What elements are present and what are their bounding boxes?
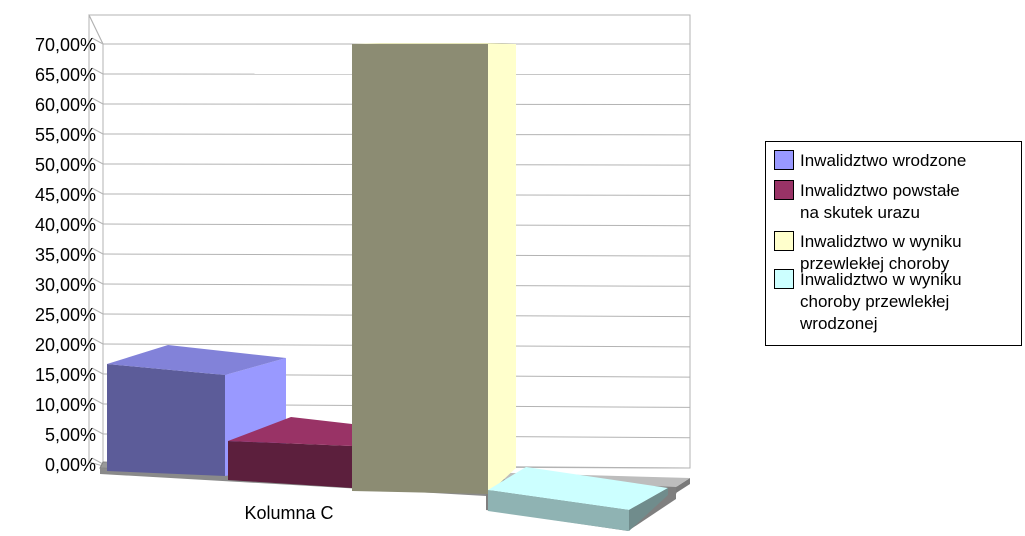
legend: Inwalidztwo wrodzone Inwalidztwo powstał… xyxy=(765,141,1022,346)
gridline-wall xyxy=(91,157,104,165)
bar-front-face xyxy=(352,44,488,494)
y-tick-label: 55,00% xyxy=(35,125,96,145)
bar-front-face xyxy=(107,364,225,476)
y-tick-label: 70,00% xyxy=(35,35,96,55)
bar-front-face xyxy=(228,441,352,488)
y-tick-label: 0,00% xyxy=(45,455,96,475)
legend-swatch-wrodzone xyxy=(774,150,794,170)
y-tick-label: 30,00% xyxy=(35,275,96,295)
gridline-wall xyxy=(91,37,104,45)
bar-top-face xyxy=(107,345,286,375)
legend-item: Inwalidztwo w wyniku choroby przewlekłej… xyxy=(774,269,1020,335)
legend-label: Inwalidztwo powstałe na skutek urazu xyxy=(800,181,960,222)
legend-item: Inwalidztwo w wyniku przewlekłej choroby xyxy=(774,231,1020,275)
floor-side xyxy=(676,478,690,493)
gridline-wall xyxy=(91,337,104,345)
bar-top-face xyxy=(228,417,352,446)
legend-label: Inwalidztwo w wyniku przewlekłej choroby xyxy=(800,232,962,273)
legend-swatch-choroby xyxy=(774,231,794,251)
bar-side-face xyxy=(488,44,516,494)
gridline-wall xyxy=(91,187,104,195)
gridline-wall xyxy=(91,397,104,405)
y-tick-label: 35,00% xyxy=(35,245,96,265)
y-tick-label: 25,00% xyxy=(35,305,96,325)
legend-item: Inwalidztwo wrodzone xyxy=(774,150,1020,172)
gridline-wall xyxy=(91,457,104,465)
y-tick-label: 5,00% xyxy=(45,425,96,445)
legend-label: Inwalidztwo wrodzone xyxy=(800,151,967,170)
gridline-wall xyxy=(91,427,104,435)
y-tick-label: 50,00% xyxy=(35,155,96,175)
y-axis-tick-labels: 0,00% 5,00% 10,00% 15,00% 20,00% 25,00% 30,00%… xyxy=(35,35,96,475)
y-tick-label: 65,00% xyxy=(35,65,96,85)
y-tick-label: 40,00% xyxy=(35,215,96,235)
gridline-wall xyxy=(91,367,104,375)
gridline-wall xyxy=(91,247,104,255)
gridline-wall xyxy=(91,127,104,135)
y-tick-label: 15,00% xyxy=(35,365,96,385)
bar-front-face xyxy=(488,490,629,531)
legend-swatch-urazu xyxy=(774,180,794,200)
y-tick-label: 45,00% xyxy=(35,185,96,205)
x-tick-label: Kolumna C xyxy=(244,503,333,523)
bar-side-face xyxy=(629,488,668,531)
legend-label: Inwalidztwo w wyniku choroby przewlekłej… xyxy=(800,270,962,333)
legend-item: Inwalidztwo powstałe na skutek urazu xyxy=(774,180,1020,224)
y-tick-label: 60,00% xyxy=(35,95,96,115)
gridline-wall xyxy=(91,307,104,315)
gridline-wall xyxy=(91,217,104,225)
y-tick-label: 10,00% xyxy=(35,395,96,415)
gridline-wall xyxy=(91,97,104,105)
bar xyxy=(228,417,352,488)
bar xyxy=(352,43,516,494)
bars xyxy=(107,43,668,531)
x-axis-category-labels: Kolumna C xyxy=(244,503,333,523)
bar-top-face xyxy=(352,43,516,44)
y-tick-label: 20,00% xyxy=(35,335,96,355)
legend-swatch-choroby-wrodzonej xyxy=(774,269,794,289)
bar xyxy=(488,467,668,531)
gridline-wall xyxy=(91,277,104,285)
gridline-wall xyxy=(91,67,104,75)
bar-top-face xyxy=(488,467,668,510)
